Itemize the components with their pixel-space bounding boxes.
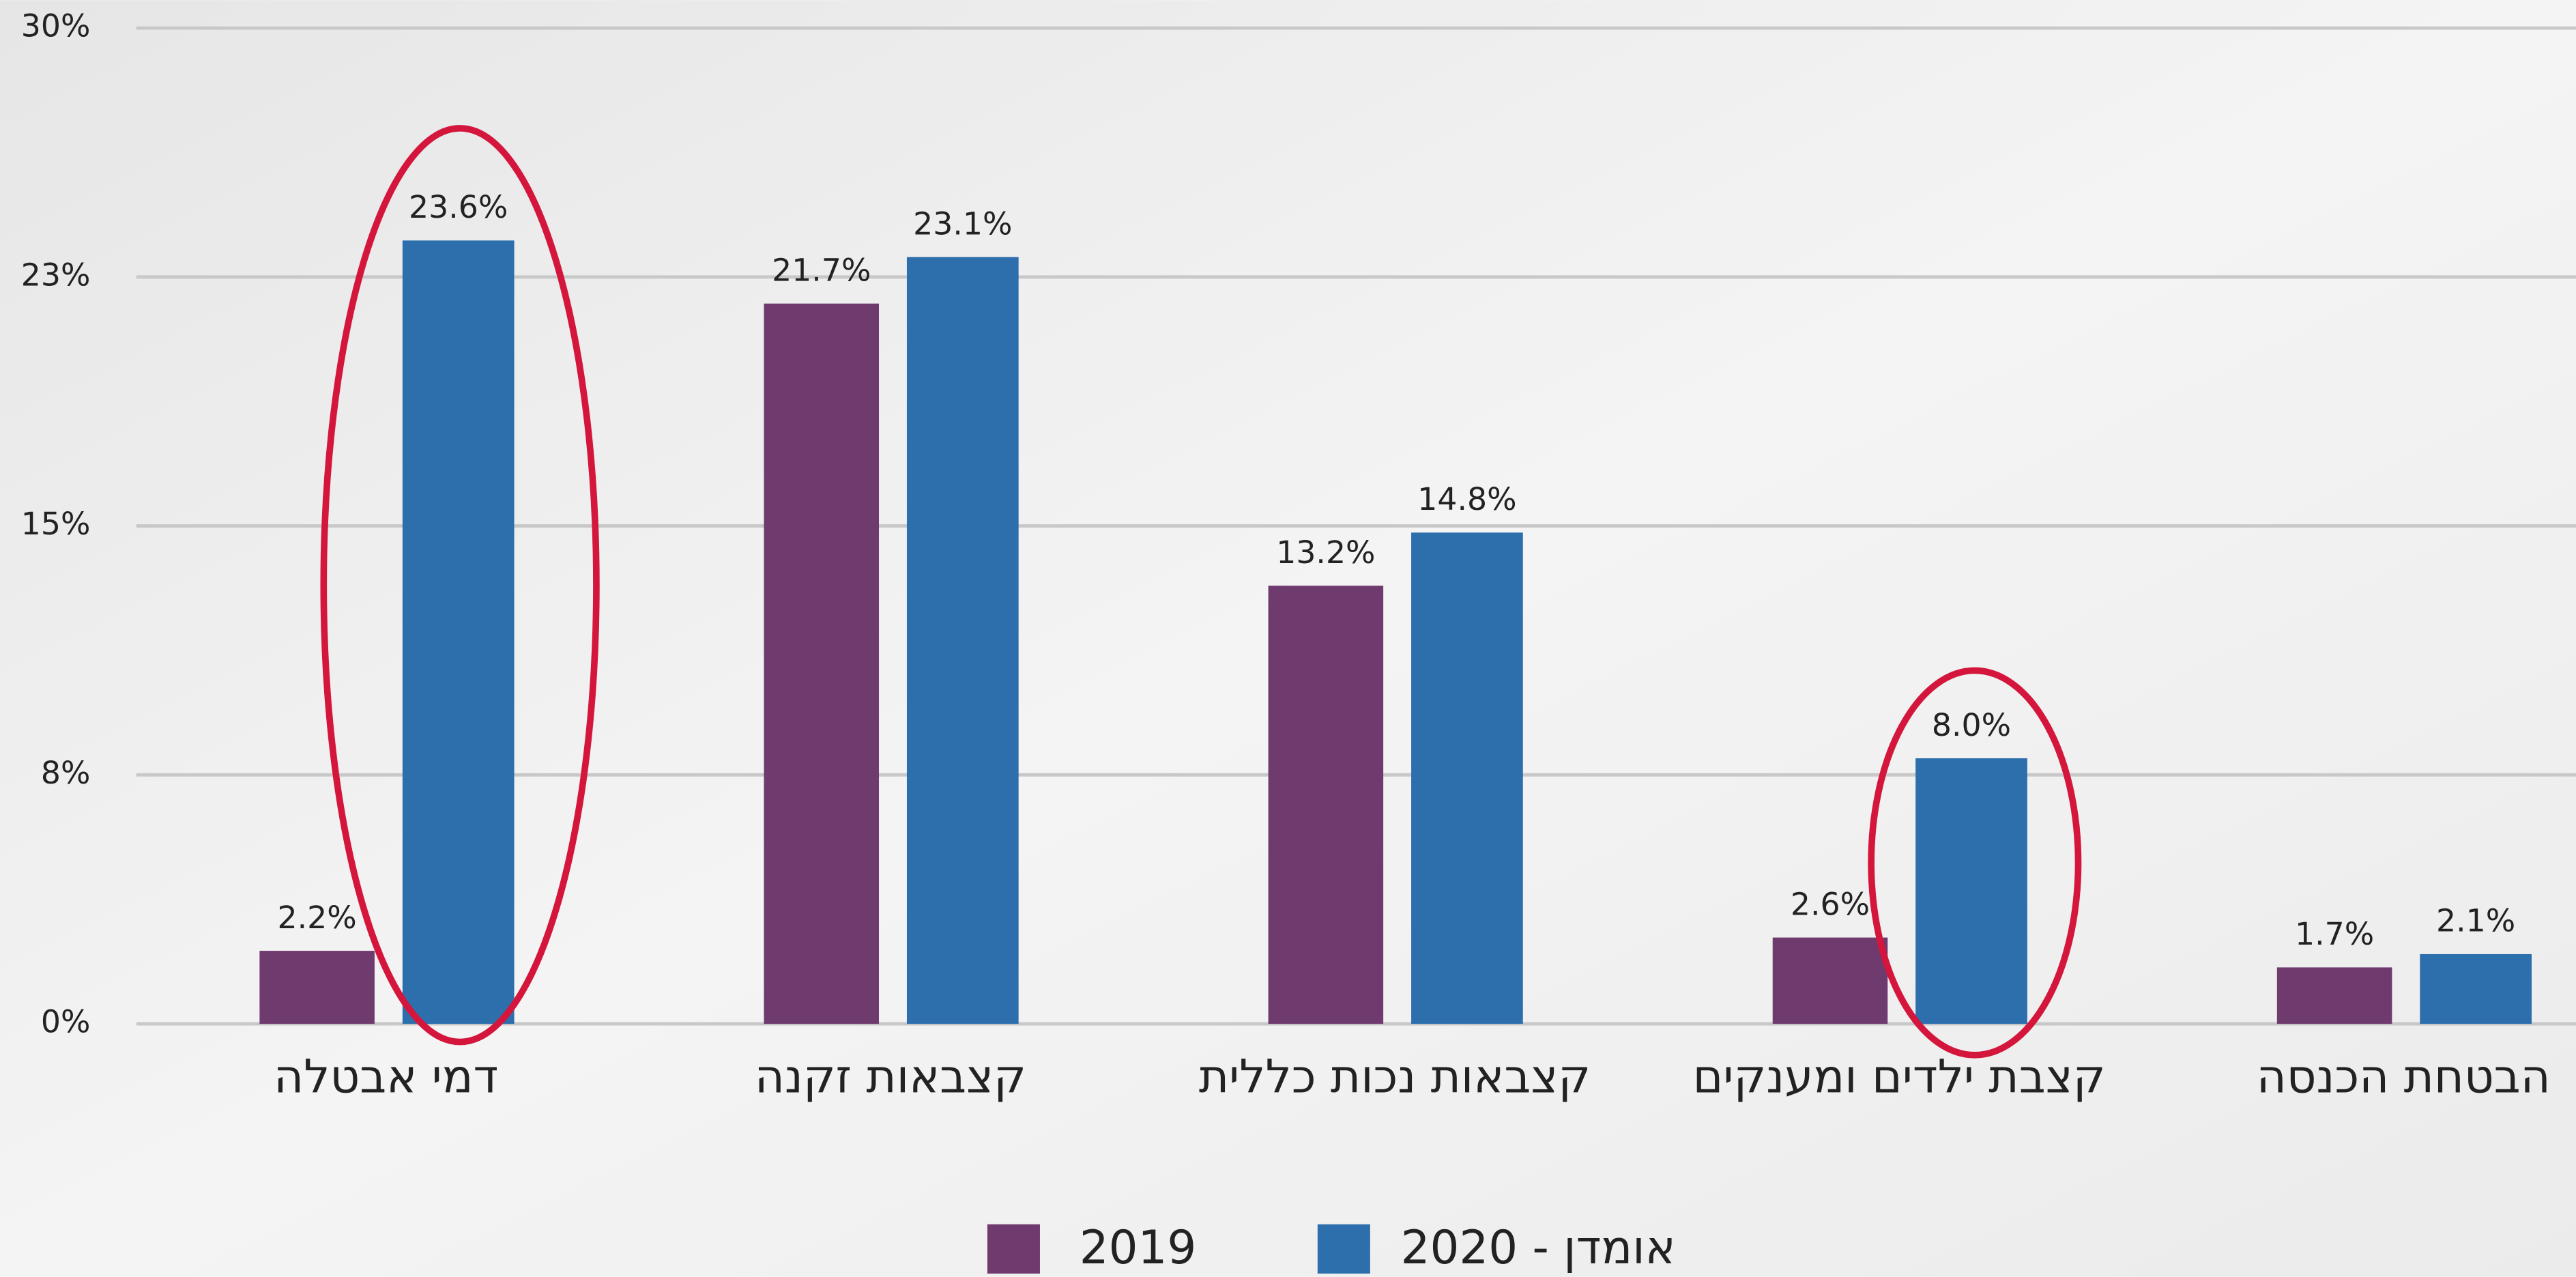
bar xyxy=(402,240,515,1024)
x-tick-label: הבטחת הכנסה xyxy=(2257,1049,2551,1103)
value-label: 8.0% xyxy=(1932,707,2011,743)
bar xyxy=(1411,532,1523,1024)
legend-swatch xyxy=(987,1224,1040,1274)
bar xyxy=(1772,937,1888,1024)
legend-label: אומדן - 2020 xyxy=(1401,1220,1676,1274)
value-label: 13.2% xyxy=(1276,534,1375,571)
bar xyxy=(764,303,880,1024)
x-tick-label: קצבת ילדים ומענקים xyxy=(1693,1049,2106,1103)
legend-swatch xyxy=(1317,1224,1370,1274)
y-tick-label: 8% xyxy=(41,755,91,791)
value-label: 23.1% xyxy=(913,205,1012,242)
value-label: 2.2% xyxy=(278,900,357,936)
value-label: 21.7% xyxy=(772,253,871,289)
x-tick-label: דמי אבטלה xyxy=(274,1049,498,1103)
bar xyxy=(2276,967,2392,1024)
bar xyxy=(1915,758,2027,1024)
y-tick-label: 15% xyxy=(21,506,91,542)
value-label: 14.8% xyxy=(1417,481,1516,517)
value-label: 2.6% xyxy=(1791,886,1870,922)
x-tick-label: קצבאות זקנה xyxy=(755,1049,1026,1103)
highlight-ellipse xyxy=(320,125,600,1046)
bar xyxy=(1268,586,1384,1024)
x-tick-label: קצבאות נכות כללית xyxy=(1199,1049,1591,1103)
bar xyxy=(259,951,375,1024)
value-label: 2.1% xyxy=(2436,903,2515,939)
bar xyxy=(906,257,1019,1024)
y-tick-label: 30% xyxy=(21,8,91,44)
y-tick-label: 23% xyxy=(21,257,91,293)
highlight-ellipse xyxy=(1868,667,2082,1059)
value-label: 1.7% xyxy=(2295,916,2374,952)
y-tick-label: 0% xyxy=(41,1004,91,1040)
legend-label: 2019 xyxy=(1080,1220,1197,1274)
value-label: 23.6% xyxy=(409,189,508,225)
bar xyxy=(2420,953,2532,1024)
